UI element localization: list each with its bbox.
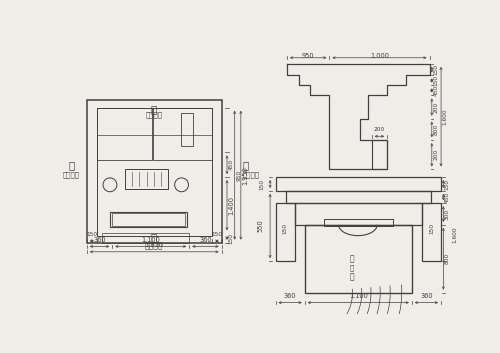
Text: 950: 950 xyxy=(236,169,241,181)
Text: 200: 200 xyxy=(374,127,385,132)
Text: 1.950: 1.950 xyxy=(242,166,248,185)
Bar xyxy=(276,203,295,261)
Text: 1.100: 1.100 xyxy=(142,237,160,243)
Text: 150: 150 xyxy=(212,232,222,237)
Text: （道路）: （道路） xyxy=(63,172,80,178)
Text: 950: 950 xyxy=(302,53,314,59)
Text: 150: 150 xyxy=(445,179,450,190)
Text: 1.820: 1.820 xyxy=(144,242,164,248)
Text: 150: 150 xyxy=(282,223,288,234)
Text: 1.000: 1.000 xyxy=(370,53,389,59)
Bar xyxy=(97,108,152,160)
Text: 忌: 忌 xyxy=(350,265,354,271)
Text: 360: 360 xyxy=(420,293,432,299)
Bar xyxy=(110,212,187,227)
Text: 450: 450 xyxy=(445,192,450,203)
Text: 360: 360 xyxy=(199,237,211,243)
Bar xyxy=(295,203,422,225)
Text: （墓地）: （墓地） xyxy=(144,241,163,250)
Text: 200: 200 xyxy=(434,101,438,113)
Bar xyxy=(87,100,222,243)
Text: 150: 150 xyxy=(228,232,234,244)
Bar xyxy=(276,177,441,191)
Bar xyxy=(372,140,387,169)
Text: 800: 800 xyxy=(434,124,438,135)
Text: 1.600: 1.600 xyxy=(442,108,448,125)
Text: 謹: 謹 xyxy=(350,254,354,263)
Text: 150: 150 xyxy=(429,223,434,234)
Text: 300: 300 xyxy=(445,208,450,220)
Text: 800: 800 xyxy=(445,253,450,264)
Text: 1.600: 1.600 xyxy=(452,227,458,243)
Bar xyxy=(305,225,412,293)
Text: 1.100: 1.100 xyxy=(349,293,368,299)
Text: 150: 150 xyxy=(434,64,438,75)
Text: 150: 150 xyxy=(434,75,438,86)
Text: 北: 北 xyxy=(242,161,248,170)
Bar xyxy=(126,169,168,189)
Text: 450: 450 xyxy=(228,159,234,170)
Text: 西: 西 xyxy=(150,233,157,243)
Text: 圓: 圓 xyxy=(350,273,354,282)
Bar xyxy=(286,191,431,203)
Text: 1.400: 1.400 xyxy=(228,196,234,215)
Text: 360: 360 xyxy=(93,237,106,243)
Text: 150: 150 xyxy=(86,232,98,237)
Text: （道路）: （道路） xyxy=(146,112,162,118)
Bar xyxy=(97,108,212,237)
Bar xyxy=(153,108,212,160)
Text: 550: 550 xyxy=(258,220,264,232)
Bar xyxy=(102,233,190,243)
Bar xyxy=(112,213,184,226)
Text: 360: 360 xyxy=(284,293,296,299)
Bar xyxy=(181,113,193,145)
Text: 南: 南 xyxy=(68,161,74,170)
Text: 東: 東 xyxy=(150,104,157,114)
Text: （墓地）: （墓地） xyxy=(242,172,260,178)
Text: 150: 150 xyxy=(259,179,264,190)
Bar xyxy=(422,203,441,261)
Bar xyxy=(324,220,392,226)
Text: 200: 200 xyxy=(434,149,438,160)
Text: 450: 450 xyxy=(434,85,438,96)
